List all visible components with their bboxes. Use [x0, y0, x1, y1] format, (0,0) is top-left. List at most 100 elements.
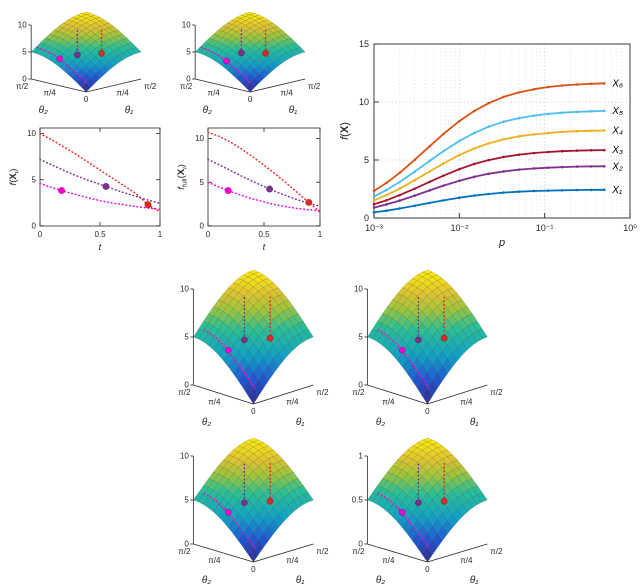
svg-text:π/4: π/4 — [382, 556, 395, 565]
svg-text:0: 0 — [358, 540, 363, 549]
svg-text:θ₁: θ₁ — [470, 417, 479, 428]
svg-text:1: 1 — [358, 452, 363, 461]
svg-text:10: 10 — [180, 285, 189, 294]
svg-text:θ₁: θ₁ — [296, 417, 305, 428]
svg-text:0: 0 — [32, 222, 37, 231]
surface-plot-mid-right: 0 5 10 0 π/4 π/2 π/4 π/2 θ₂ θ₁ — [352, 269, 503, 428]
svg-text:0: 0 — [425, 407, 430, 416]
svg-text:10: 10 — [359, 97, 369, 107]
panel-surface-top-right: 0 5 10 0 π/4 π/2 π/4 π/2 θ₂ θ₁ — [168, 2, 326, 116]
svg-text:π/4: π/4 — [382, 398, 395, 407]
svg-text:π/2: π/2 — [490, 388, 503, 397]
svg-text:θ₂: θ₂ — [203, 105, 212, 116]
svg-text:π/2: π/2 — [490, 547, 503, 556]
svg-text:f(Xi): f(Xi) — [8, 169, 21, 186]
panel-surface-top-left: 0 5 10 0 π/4 π/2 π/4 π/2 θ₂ θ₁ — [4, 2, 162, 116]
svg-text:10: 10 — [354, 285, 363, 294]
svg-text:θ₁: θ₁ — [296, 575, 305, 586]
svg-text:0: 0 — [251, 565, 256, 574]
svg-text:t: t — [99, 242, 102, 252]
svg-text:t: t — [263, 242, 266, 252]
svg-text:0: 0 — [251, 407, 256, 416]
svg-text:π/2: π/2 — [16, 82, 29, 91]
svg-text:f(X): f(X) — [339, 122, 351, 140]
svg-text:1: 1 — [318, 230, 323, 239]
surface-plot-top-left: 0 5 10 0 π/4 π/2 π/4 π/2 θ₂ θ₁ — [16, 11, 157, 116]
svg-text:ffull(Xi): ffull(Xi) — [176, 164, 189, 190]
svg-text:0: 0 — [184, 381, 189, 390]
svg-text:π/2: π/2 — [316, 388, 329, 397]
svg-text:π/2: π/2 — [180, 82, 193, 91]
svg-text:5: 5 — [186, 48, 191, 57]
svg-text:π/4: π/4 — [286, 556, 299, 565]
svg-text:π/2: π/2 — [316, 547, 329, 556]
panel-line-f-vs-t: 0 5 10 0 0.5 1 f(Xi) t — [6, 122, 168, 252]
svg-text:10: 10 — [182, 21, 191, 30]
svg-text:10: 10 — [18, 21, 27, 30]
svg-text:π/2: π/2 — [178, 388, 191, 397]
svg-text:10⁻¹: 10⁻¹ — [536, 223, 554, 233]
panel-f-vs-p: 10⁻³ 10⁻² 10⁻¹ 10⁰ 0 5 10 15 X₁ X₂ X₃ X₄ X₅ X₆ f(X) p — [336, 36, 638, 248]
svg-text:0: 0 — [248, 95, 253, 104]
svg-text:X₄: X₄ — [611, 126, 623, 137]
svg-text:5: 5 — [32, 175, 37, 184]
svg-text:π/4: π/4 — [460, 398, 473, 407]
svg-text:5: 5 — [200, 178, 205, 187]
svg-text:θ₁: θ₁ — [125, 105, 134, 116]
svg-text:5: 5 — [358, 333, 363, 342]
svg-text:θ₂: θ₂ — [376, 417, 385, 428]
svg-text:π/2: π/2 — [308, 82, 321, 91]
surface-plot-bottom-right: 0 0.5 1 0 π/4 π/2 π/4 π/2 θ₂ θ₁ — [352, 437, 503, 586]
svg-text:0: 0 — [186, 75, 191, 84]
svg-text:15: 15 — [359, 39, 369, 49]
svg-text:π/4: π/4 — [117, 89, 130, 98]
svg-text:0.5: 0.5 — [258, 230, 270, 239]
svg-text:10: 10 — [195, 134, 204, 143]
svg-text:X₁: X₁ — [611, 185, 622, 196]
svg-text:0: 0 — [84, 95, 89, 104]
panel-surface-mid-right: 0 5 10 0 π/4 π/2 π/4 π/2 θ₂ θ₁ — [340, 260, 508, 428]
svg-text:X₃: X₃ — [611, 145, 623, 156]
svg-text:π/2: π/2 — [352, 547, 365, 556]
svg-text:X₆: X₆ — [611, 78, 623, 89]
svg-text:θ₂: θ₂ — [202, 417, 211, 428]
svg-text:0.5: 0.5 — [94, 230, 106, 239]
svg-text:5: 5 — [364, 155, 369, 165]
panel-line-ffull-vs-t: 0 5 10 0 0.5 1 ffull(Xi) t — [174, 122, 328, 252]
svg-text:10⁻³: 10⁻³ — [365, 223, 383, 233]
svg-text:5: 5 — [184, 333, 189, 342]
svg-text:0: 0 — [364, 213, 369, 223]
svg-text:π/4: π/4 — [208, 89, 221, 98]
svg-text:10: 10 — [180, 452, 189, 461]
svg-text:5: 5 — [22, 48, 27, 57]
panel-surface-bottom-left: 0 5 10 0 π/4 π/2 π/4 π/2 θ₂ θ₁ — [166, 428, 334, 586]
svg-text:π/4: π/4 — [281, 89, 294, 98]
surface-plot-top-right: 0 5 10 0 π/4 π/2 π/4 π/2 θ₂ θ₁ — [180, 11, 321, 116]
svg-text:π/4: π/4 — [460, 556, 473, 565]
svg-text:X₅: X₅ — [611, 106, 623, 117]
svg-text:π/4: π/4 — [208, 556, 221, 565]
svg-text:5: 5 — [184, 496, 189, 505]
svg-text:π/2: π/2 — [144, 82, 157, 91]
panel-surface-bottom-right: 0 0.5 1 0 π/4 π/2 π/4 π/2 θ₂ θ₁ — [340, 428, 508, 586]
svg-text:θ₂: θ₂ — [376, 575, 385, 586]
svg-text:θ₂: θ₂ — [39, 105, 48, 116]
svg-text:10: 10 — [27, 129, 36, 138]
semilog-plot-f-vs-p: 10⁻³ 10⁻² 10⁻¹ 10⁰ 0 5 10 15 X₁ X₂ X₃ X₄ X₅ X₆ f(X) p — [339, 39, 637, 248]
svg-text:0: 0 — [425, 565, 430, 574]
surface-plot-bottom-left: 0 5 10 0 π/4 π/2 π/4 π/2 θ₂ θ₁ — [178, 437, 329, 586]
svg-text:0.5: 0.5 — [352, 496, 364, 505]
panel-surface-mid-left: 0 5 10 0 π/4 π/2 π/4 π/2 θ₂ θ₁ — [166, 260, 334, 428]
svg-text:10⁻²: 10⁻² — [450, 223, 468, 233]
svg-text:θ₂: θ₂ — [202, 575, 211, 586]
svg-text:p: p — [498, 237, 505, 248]
svg-text:π/4: π/4 — [44, 89, 57, 98]
svg-text:θ₁: θ₁ — [289, 105, 298, 116]
svg-text:π/4: π/4 — [208, 398, 221, 407]
svg-text:0: 0 — [184, 540, 189, 549]
svg-text:X₂: X₂ — [611, 161, 623, 172]
svg-text:0: 0 — [206, 230, 211, 239]
line-plot-f-vs-t: 0 5 10 0 0.5 1 f(Xi) t — [8, 127, 163, 252]
svg-text:π/2: π/2 — [352, 388, 365, 397]
